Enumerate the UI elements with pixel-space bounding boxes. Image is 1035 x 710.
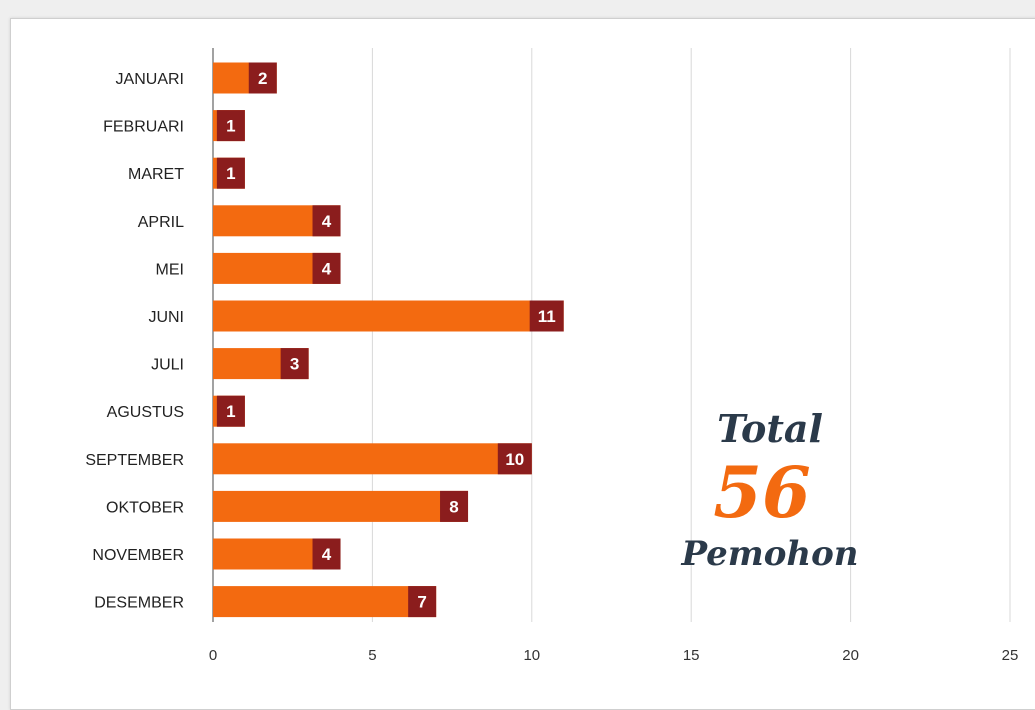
value-badge: [216, 395, 245, 427]
data-label: 1: [226, 117, 235, 136]
value-badge: [312, 538, 341, 570]
x-tick-label: 0: [209, 647, 217, 664]
x-tick-label: 25: [1002, 647, 1019, 664]
category-label: SEPTEMBER: [85, 452, 184, 469]
total-word: Total: [717, 406, 823, 451]
value-badge: [312, 205, 341, 237]
bar: [213, 490, 469, 522]
data-label: 11: [538, 307, 556, 326]
data-label: 3: [290, 355, 299, 374]
bar: [213, 443, 532, 475]
category-label: NOVEMBER: [92, 547, 184, 564]
data-label: 1: [226, 164, 235, 183]
category-label: OKTOBER: [106, 499, 184, 516]
x-tick-label: 20: [842, 647, 859, 664]
data-label: 4: [322, 212, 332, 231]
chart-frame: [10, 18, 1035, 710]
value-badge: [216, 110, 245, 142]
category-label: DESEMBER: [94, 595, 184, 612]
category-label: JUNI: [148, 309, 184, 326]
category-label: JULI: [151, 357, 184, 374]
category-label: APRIL: [138, 214, 184, 231]
bar: [213, 586, 437, 618]
data-label: 7: [417, 593, 426, 612]
total-count: 56: [713, 451, 810, 534]
value-badge: [440, 490, 469, 522]
category-label: MARET: [128, 166, 184, 183]
data-label: 4: [322, 545, 332, 564]
x-tick-label: 15: [683, 647, 700, 664]
data-label: 4: [322, 259, 332, 278]
value-badge: [248, 62, 277, 94]
category-label: FEBRUARI: [103, 119, 184, 136]
value-badge: [408, 586, 437, 618]
value-badge: [280, 348, 309, 380]
value-badge: [312, 252, 341, 284]
grid-lines: [371, 48, 1011, 622]
category-labels: JANUARI FEBRUARI MARET APRIL MEI JUNI JULI AGUS…: [85, 71, 184, 612]
data-label: 10: [505, 450, 524, 469]
value-badge: [529, 300, 564, 332]
value-badge: [216, 157, 245, 189]
value-badge: [497, 443, 532, 475]
x-tick-label: 5: [368, 647, 376, 664]
bar: [213, 300, 564, 332]
total-annotation: Total 56 Pemohon: [680, 406, 858, 574]
category-label: JANUARI: [116, 71, 184, 88]
data-label: 1: [226, 402, 235, 421]
data-label: 2: [258, 69, 267, 88]
category-label: AGUSTUS: [107, 404, 184, 421]
pemohon-word: Pemohon: [680, 534, 858, 574]
x-tick-label: 10: [523, 647, 540, 664]
x-tick-labels: 0 5 10 15 20 25: [209, 647, 1019, 664]
data-label: 8: [449, 497, 458, 516]
category-label: MEI: [156, 261, 184, 278]
